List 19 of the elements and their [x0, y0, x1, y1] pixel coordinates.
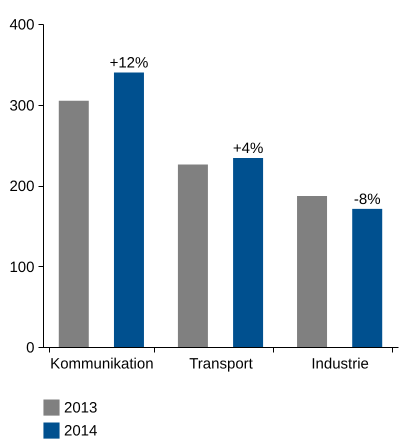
y-tick-label: 300 [9, 97, 34, 114]
y-tick-label: 200 [9, 178, 34, 195]
bar [178, 164, 208, 347]
x-tick-label: Kommunikation [50, 356, 154, 372]
legend-label: 2014 [64, 422, 98, 440]
bar [352, 208, 382, 347]
x-tick-label: Transport [189, 356, 254, 372]
annotation: -8% [354, 190, 381, 208]
y-tick-label: 400 [9, 16, 34, 34]
legend-label: 2013 [64, 400, 98, 416]
bar [233, 158, 264, 347]
bar [114, 72, 144, 347]
y-tick-label: 100 [9, 258, 34, 276]
bar [58, 100, 89, 347]
annotation: +12% [110, 54, 148, 72]
y-tick-label: 0 [26, 340, 34, 356]
annotation: +4% [232, 140, 264, 158]
x-tick-label: Industrie [311, 356, 369, 372]
bar [297, 196, 328, 347]
